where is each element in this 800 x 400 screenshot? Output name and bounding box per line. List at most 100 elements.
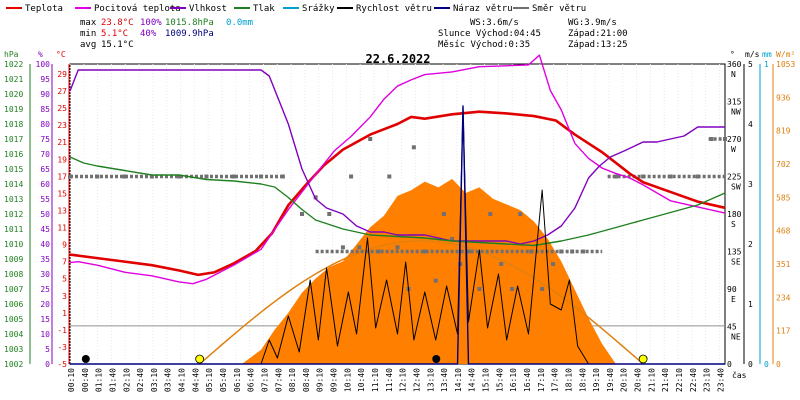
unit-wm2: W/m² [776, 50, 795, 59]
legend-label-4: Srážky [302, 4, 335, 14]
info-panel: WS:3.6m/s WG:3.9m/s Slunce Východ:04:45 … [438, 18, 628, 50]
time-tick: 05:10 [205, 368, 214, 392]
pressure-tick: 1022 [4, 60, 23, 69]
wind-direction-point [327, 212, 332, 216]
time-tick: 22:10 [675, 368, 684, 392]
time-tick: 14:10 [454, 368, 463, 392]
humidity-tick: 100 [36, 60, 51, 69]
time-tick: 14:40 [468, 368, 477, 392]
humidity-tick: 10 [40, 330, 50, 339]
wind-direction-point [433, 278, 438, 283]
series-line-0 [69, 110, 726, 277]
stats-max-label: max [80, 18, 97, 28]
direction-tick: 0 [727, 360, 732, 369]
pressure-tick: 1012 [4, 210, 23, 219]
direction-tick: 45 [727, 323, 737, 332]
clear-sky-line [199, 240, 644, 365]
time-tick: 18:40 [578, 368, 587, 392]
humidity-tick: 45 [40, 225, 50, 234]
solar-tick: 702 [776, 160, 791, 169]
pressure-tick: 1011 [4, 225, 23, 234]
wind-direction-point [488, 212, 493, 216]
temp-tick: 7 [62, 258, 67, 267]
time-tick: 18:10 [564, 368, 573, 392]
time-tick: 00:10 [67, 368, 76, 392]
series-line-4 [70, 105, 725, 365]
temp-tick: 11 [57, 224, 67, 233]
legend-label-7: Směr větru [532, 4, 586, 14]
unit-mm: mm [762, 50, 772, 59]
time-tick: 07:10 [260, 368, 269, 392]
legend-label-2: Vlhkost [189, 4, 227, 14]
time-tick: 04:40 [191, 368, 200, 392]
wind-tick: 5 [748, 60, 753, 69]
time-tick: 08:40 [302, 368, 311, 392]
direction-label: SW [731, 183, 741, 192]
clear-sky-curve [199, 240, 644, 365]
time-tick: 16:40 [523, 368, 532, 392]
time-tick: 13:10 [426, 368, 435, 392]
unit-pct: % [38, 50, 43, 59]
temp-tick: 27 [57, 87, 67, 96]
time-tick: 10:10 [343, 368, 352, 392]
solar-tick: 936 [776, 93, 791, 102]
solar-tick: 468 [776, 227, 791, 236]
humidity-tick: 90 [40, 90, 50, 99]
direction-label: S [731, 220, 736, 229]
info-sun-rise: Slunce Východ:04:45 [438, 29, 541, 39]
time-tick: 16:10 [509, 368, 518, 392]
pressure-tick: 1009 [4, 255, 23, 264]
stats-min-temp: 5.1°C [101, 29, 128, 39]
stats-min-hum: 40% [140, 29, 157, 39]
direction-tick: 180 [727, 210, 742, 219]
time-tick: 23:40 [716, 368, 725, 392]
wind-direction-point [357, 245, 362, 250]
time-tick: 15:10 [482, 368, 491, 392]
legend-label-6: Náraz větru [453, 4, 513, 14]
temp-tick: 19 [57, 155, 67, 164]
time-tick: 10:40 [357, 368, 366, 392]
info-wind-speed: WS:3.6m/s [470, 18, 519, 28]
legend-label-5: Rychlost větru [356, 4, 432, 14]
temp-tick: 25 [57, 104, 67, 113]
humidity-tick: 5 [45, 345, 50, 354]
wind-direction-point [518, 212, 523, 216]
humidity-tick: 40 [40, 240, 50, 249]
time-tick: 02:10 [122, 368, 131, 392]
time-tick: 11:40 [385, 368, 394, 392]
time-tick: 02:40 [136, 368, 145, 392]
legend-label-1: Pocitová teplota [94, 4, 181, 14]
unit-hpa: hPa [4, 50, 19, 59]
time-tick: 17:10 [537, 368, 546, 392]
pressure-tick: 1021 [4, 75, 23, 84]
rain-tick: 0 [764, 360, 769, 369]
wind-direction-point [441, 212, 446, 216]
wind-direction-point [299, 212, 304, 216]
temp-tick: 13 [57, 206, 67, 215]
pressure-tick: 1019 [4, 105, 23, 114]
pressure-tick: 1016 [4, 150, 23, 159]
time-tick: 09:40 [330, 368, 339, 392]
wind-tick: 1 [748, 300, 753, 309]
direction-tick: 270 [727, 135, 742, 144]
temp-tick: 17 [57, 172, 67, 181]
wind-direction-point [411, 145, 416, 150]
stats-min-press: 1009.9hPa [165, 29, 214, 39]
chart-date-title: 22.6.2022 [365, 52, 430, 66]
time-tick: 13:40 [440, 368, 449, 392]
wind-direction-point [477, 287, 482, 291]
time-tick: 05:40 [219, 368, 228, 392]
time-tick: 06:40 [247, 368, 256, 392]
stats-max-rain: 0.0mm [226, 18, 253, 28]
wind-direction-point [395, 245, 400, 250]
wind-tick: 3 [748, 180, 753, 189]
pressure-tick: 1006 [4, 300, 23, 309]
wind-direction-point [422, 249, 427, 254]
temp-tick: 5 [62, 275, 67, 284]
pressure-tick: 1003 [4, 345, 23, 354]
solar-radiation-area [241, 178, 616, 364]
solar-tick: 819 [776, 127, 791, 136]
info-sun-set: Západ:21:00 [568, 29, 628, 39]
humidity-tick: 75 [40, 135, 50, 144]
time-tick: 01:40 [108, 368, 117, 392]
